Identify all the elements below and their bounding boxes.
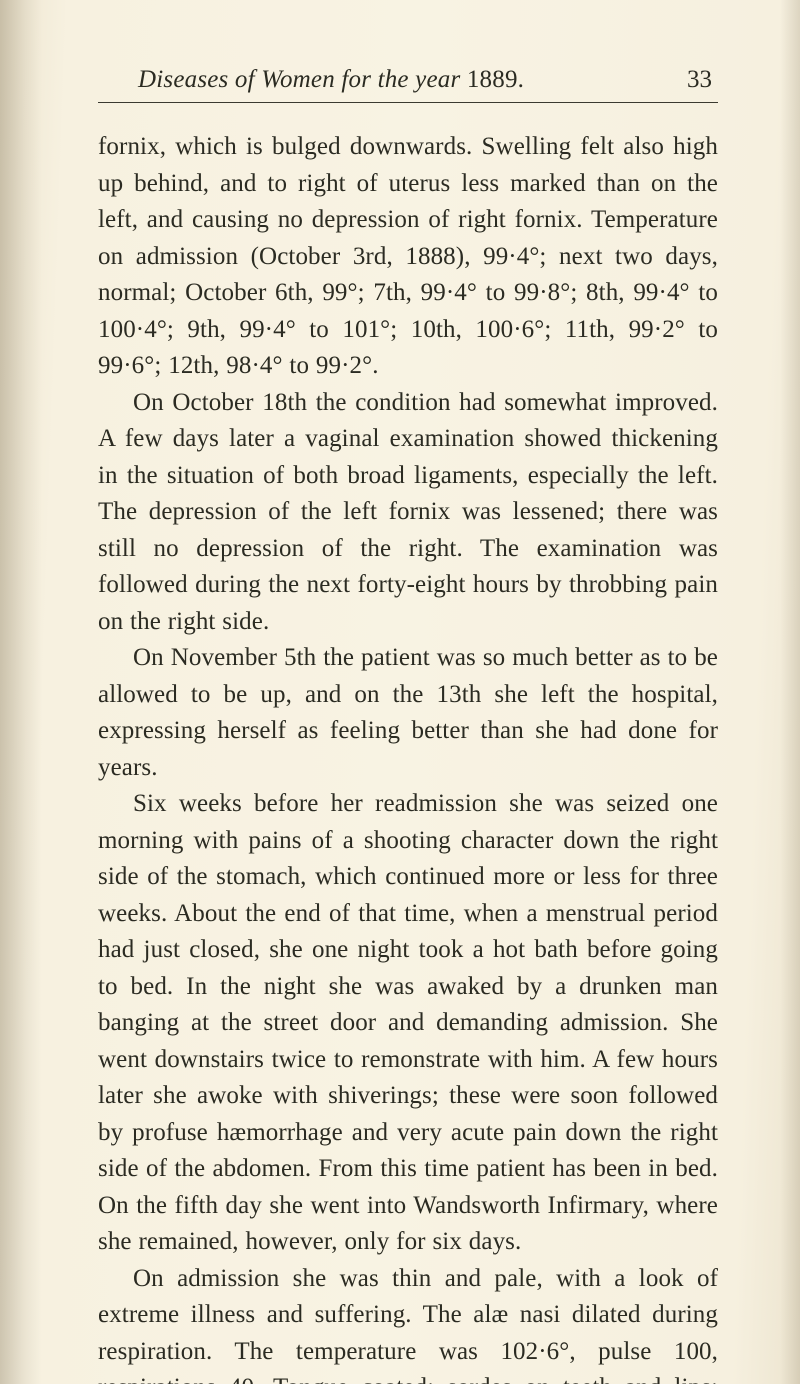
paragraph: On October 18th the condition had somewh…: [98, 385, 718, 641]
running-head-year: 1889.: [467, 66, 524, 93]
paragraph: fornix, which is bulged downwards. Swell…: [98, 129, 718, 385]
running-head: Diseases of Women for the year 1889.: [138, 66, 524, 94]
paragraph: On admission she was thin and pale, with…: [98, 1261, 718, 1384]
book-page: Diseases of Women for the year 1889. 33 …: [0, 0, 800, 1384]
running-head-title: Diseases of Women for the year: [138, 66, 460, 93]
body-text: fornix, which is bulged downwards. Swell…: [98, 129, 718, 1384]
page-header: Diseases of Women for the year 1889. 33: [98, 66, 718, 94]
paragraph: Six weeks before her readmission she was…: [98, 786, 718, 1261]
header-rule: [98, 102, 718, 103]
paragraph: On November 5th the patient was so much …: [98, 640, 718, 786]
page-number: 33: [687, 66, 712, 94]
